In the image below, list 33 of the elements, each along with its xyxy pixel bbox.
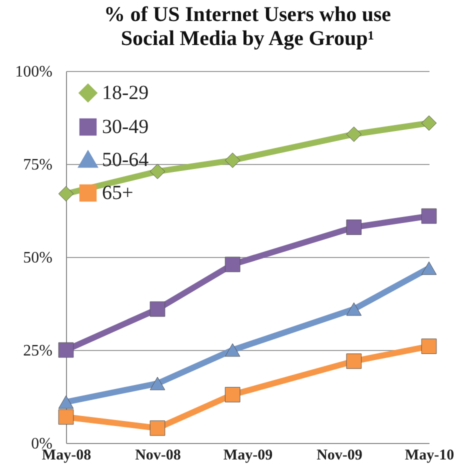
x-tick-label: May-10 — [404, 448, 454, 464]
legend-label: 65+ — [102, 182, 134, 204]
point — [150, 376, 166, 390]
point — [421, 208, 437, 224]
y-tick-label: 25% — [23, 342, 52, 360]
point — [224, 343, 240, 357]
point — [58, 186, 74, 202]
point — [150, 301, 166, 317]
x-tick-label: Nov-08 — [135, 448, 181, 464]
x-tick-label: Nov-09 — [316, 448, 362, 464]
point — [346, 220, 362, 235]
point — [150, 164, 166, 180]
y-tick-label: 100% — [15, 64, 52, 80]
point — [150, 420, 166, 436]
point — [421, 115, 437, 131]
point — [224, 256, 240, 272]
legend-label: 30-49 — [102, 116, 149, 138]
y-tick-label: 75% — [23, 156, 52, 174]
chart-title: % of US Internet Users who use Social Media by Age Group¹ — [104, 2, 391, 50]
point — [58, 342, 74, 358]
point — [346, 126, 362, 142]
x-tick-label: May-09 — [223, 448, 273, 464]
point — [224, 386, 240, 402]
point — [58, 409, 74, 425]
point — [224, 152, 240, 168]
point — [421, 338, 437, 354]
point — [346, 302, 362, 316]
point — [346, 353, 362, 369]
legend-label: 18-29 — [102, 82, 149, 104]
y-tick-label: 50% — [23, 250, 52, 266]
legend-label: 50-64 — [102, 149, 149, 171]
point — [421, 261, 437, 275]
point — [58, 395, 74, 409]
